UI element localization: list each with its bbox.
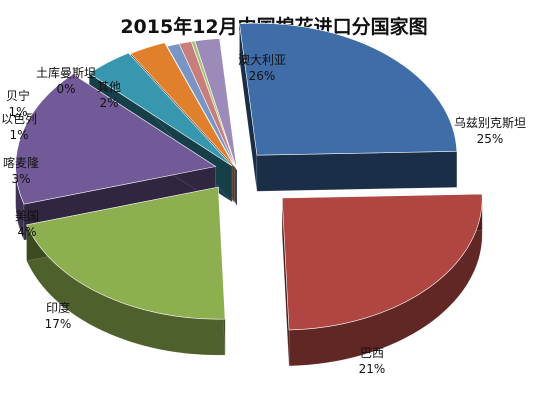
slice-label-name: 其他 — [97, 80, 121, 94]
pie-slice-1 — [239, 22, 458, 192]
slice-label-name: 澳大利亚 — [238, 53, 286, 67]
pie-slice-2 — [281, 193, 483, 367]
slice-label-percent: 4% — [17, 225, 36, 239]
slice-label-name: 土库曼斯坦 — [36, 65, 96, 80]
slice-label-name: 以色列 — [1, 112, 37, 126]
slice-label-name: 印度 — [46, 300, 70, 315]
slice-label-percent: 1% — [8, 105, 27, 119]
slice-label-name: 喀麦隆 — [3, 155, 39, 170]
pie-slice-top — [26, 186, 226, 320]
slice-label-percent: 17% — [45, 317, 72, 331]
slice-label-percent: 0% — [56, 82, 75, 96]
pie-slice-top — [281, 193, 483, 331]
pie-slice-side — [256, 151, 458, 192]
slice-label-name: 美国 — [15, 209, 39, 223]
pie-slice-top — [15, 73, 217, 205]
slice-label-percent: 21% — [359, 362, 386, 376]
slice-label-percent: 25% — [477, 132, 504, 146]
pie-slice-top — [166, 43, 238, 171]
slice-label-name: 乌兹别克斯坦 — [454, 115, 526, 130]
slice-label-name: 巴西 — [360, 346, 384, 360]
slice-label-percent: 3% — [11, 172, 30, 186]
slice-label-percent: 2% — [99, 96, 118, 110]
pie-slice-top — [130, 42, 235, 167]
pie-slices — [15, 22, 483, 367]
pie-slice-3 — [26, 186, 226, 356]
pie-slice-top — [88, 52, 233, 167]
slice-label-percent: 26% — [249, 69, 276, 83]
slice-label-name: 贝宁 — [6, 88, 30, 103]
slice-label-percent: 1% — [9, 128, 28, 142]
pie-slice-top — [239, 22, 458, 156]
slice-labels: 澳大利亚26%乌兹别克斯坦25%巴西21%印度17%美国4%喀麦隆3%以色列1%… — [1, 53, 526, 376]
